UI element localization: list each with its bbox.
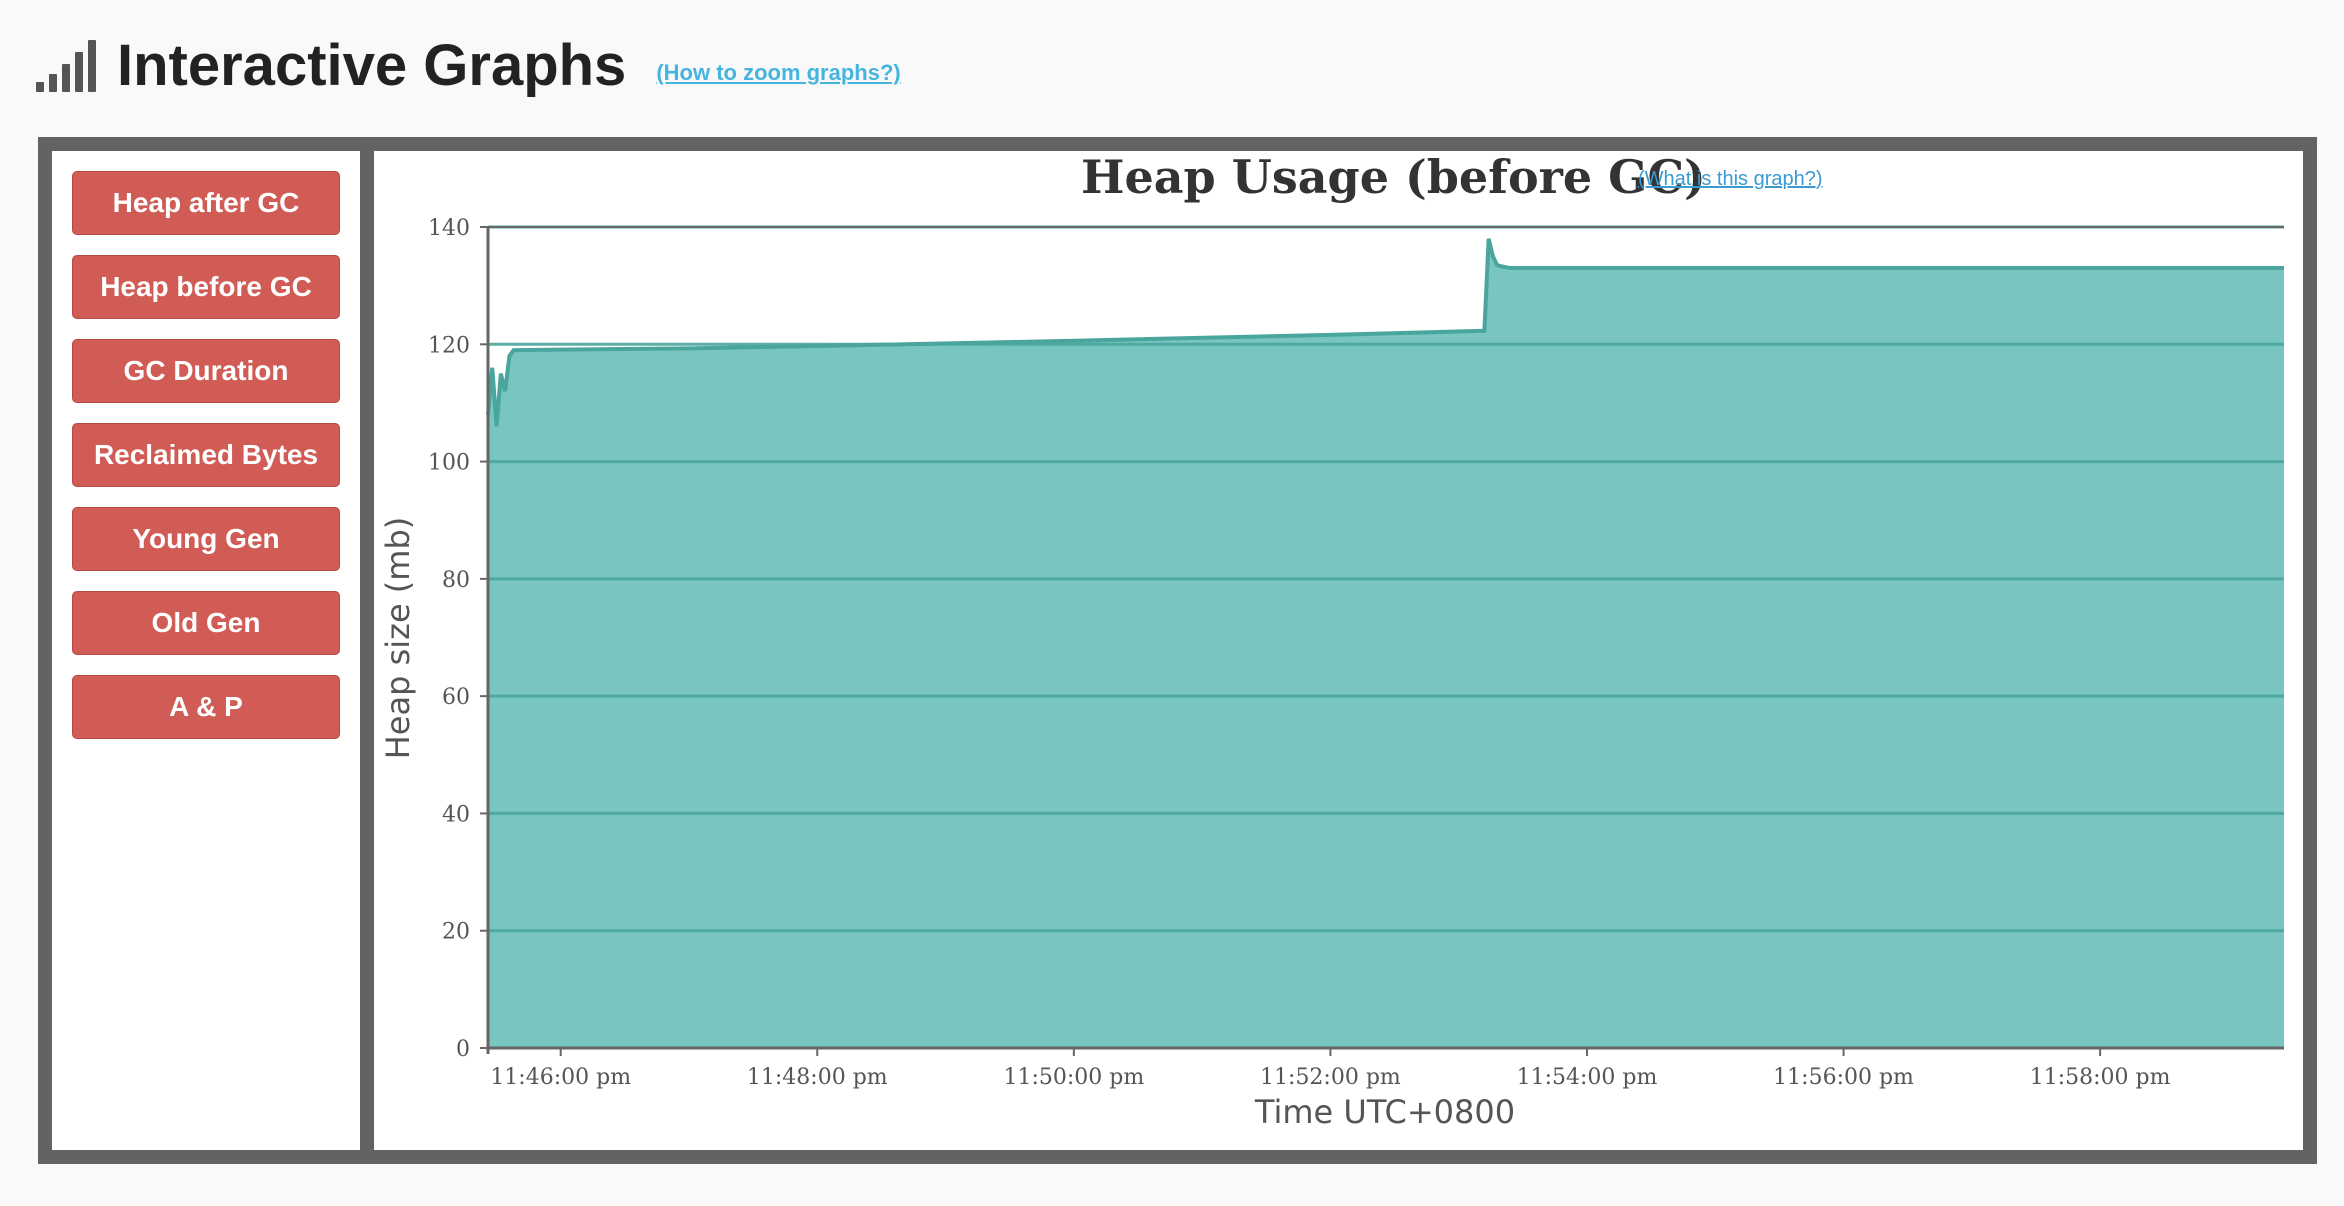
- gc-duration-button[interactable]: GC Duration: [72, 339, 340, 403]
- page-header: Interactive Graphs (How to zoom graphs?): [36, 30, 901, 100]
- heap-after-gc-button[interactable]: Heap after GC: [72, 171, 340, 235]
- chart-title: Heap Usage (before GC): [1081, 150, 1706, 204]
- heap-series-line: [486, 238, 2284, 427]
- heap-area: [488, 238, 2284, 1048]
- x-tick-label: 11:58:00 pm: [2030, 1065, 2171, 1090]
- x-axis-label: Time UTC+0800: [1254, 1093, 1515, 1131]
- y-tick-label: 40: [442, 802, 470, 827]
- page-title: Interactive Graphs: [117, 32, 627, 98]
- y-tick-label: 20: [442, 920, 470, 945]
- y-tick-label: 60: [442, 685, 470, 710]
- graph-selector-sidebar: Heap after GC Heap before GC GC Duration…: [52, 151, 360, 1150]
- young-gen-button[interactable]: Young Gen: [72, 507, 340, 571]
- y-tick-label: 100: [428, 451, 470, 476]
- a-and-p-button[interactable]: A & P: [72, 675, 340, 739]
- heap-before-gc-button[interactable]: Heap before GC: [72, 255, 340, 319]
- graph-help-link[interactable]: (What is this graph?): [1638, 168, 1823, 190]
- x-tick-label: 11:50:00 pm: [1003, 1065, 1144, 1090]
- x-tick-label: 11:56:00 pm: [1773, 1065, 1914, 1090]
- x-tick-label: 11:54:00 pm: [1517, 1065, 1658, 1090]
- zoom-help-link[interactable]: (How to zoom graphs?): [656, 60, 901, 85]
- x-tick-label: 11:46:00 pm: [490, 1065, 631, 1090]
- y-tick-label: 140: [428, 216, 470, 241]
- reclaimed-bytes-button[interactable]: Reclaimed Bytes: [72, 423, 340, 487]
- x-tick-label: 11:52:00 pm: [1260, 1065, 1401, 1090]
- y-tick-label: 0: [456, 1037, 470, 1062]
- old-gen-button[interactable]: Old Gen: [72, 591, 340, 655]
- x-tick-label: 11:48:00 pm: [747, 1065, 888, 1090]
- y-axis-label: Heap size (mb): [379, 517, 417, 760]
- y-tick-label: 120: [428, 333, 470, 358]
- y-tick-label: 80: [442, 568, 470, 593]
- signal-bars-icon: [36, 38, 101, 92]
